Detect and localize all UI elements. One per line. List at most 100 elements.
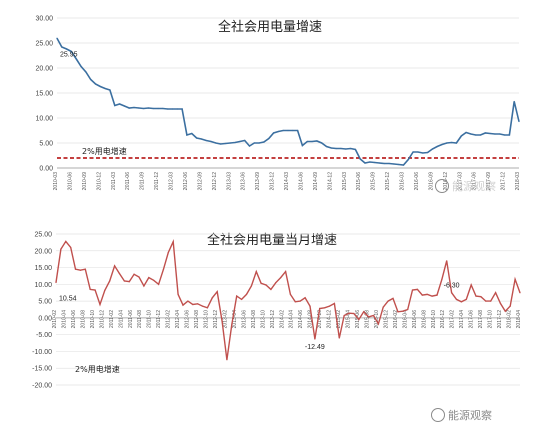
data-point [484,132,486,134]
data-point [224,142,227,145]
data-point [292,129,294,132]
data-point [109,280,111,282]
data-point [388,162,390,165]
data-point [282,129,284,132]
x-tick-label: 2016-10 [431,310,437,329]
data-point [277,130,279,133]
watermark-2: 能源观察 [431,408,492,422]
data-point [66,48,68,50]
data-point [167,251,169,254]
data-point [244,139,246,142]
data-point [436,294,438,296]
chart-panel-cumulative-growth: 全社会用电量增速 0.00 5.00 10.00 15.00 20.00 25.00 30.… [0,0,540,200]
x-tick-label: 2012-08 [194,310,200,329]
data-point [359,158,361,160]
x-tick-label: 2011-02 [109,310,115,328]
x-tick-label: 2010-04 [61,310,67,329]
data-point [90,78,92,81]
series-line-cumulative [56,37,520,166]
y-tick-label: 15.00 [35,91,53,98]
data-point [306,140,308,143]
data-point [123,280,125,282]
y-tick-label: 25.00 [34,232,52,239]
data-point [470,133,472,135]
data-point [422,152,424,154]
data-point [147,107,150,109]
x-tick-label: 2011-04 [118,310,124,328]
x-tick-label: 2016-04 [402,310,408,329]
x-tick-label: 2012-06 [185,310,191,329]
data-point [128,281,130,283]
data-point [465,298,467,301]
data-point [475,134,477,136]
data-point [143,285,145,287]
x-tick-label: 2015-03 [342,172,348,191]
x-tick-label: 2015-12 [385,172,391,191]
x-tick-label: 2016-02 [393,310,399,329]
data-point [311,140,313,143]
data-label: 25.95 [60,51,78,58]
x-tick-label: 2011-06 [128,310,134,328]
data-point [241,298,243,301]
data-point [378,162,381,164]
x-tick-label: 2013-06 [241,172,247,191]
y-tick-label: 10.00 [35,116,53,123]
data-point [162,107,164,110]
data-point [272,132,275,134]
data-point [407,158,409,161]
data-point [494,292,497,294]
x-tick-label: 2016-06 [414,172,420,191]
x-tick-label: 2010-12 [99,310,105,329]
data-point [417,151,419,153]
data-point [387,300,389,302]
data-point [74,268,77,270]
data-label: -12.49 [305,344,325,351]
x-tick-label: 2012-04 [175,310,181,329]
data-point [513,100,515,103]
x-tick-label: 2014-03 [284,172,290,191]
data-point [299,300,301,302]
data-point [157,283,160,285]
data-point [499,302,502,305]
data-point [114,265,116,267]
data-point [171,108,174,110]
x-tick-label: 2017-12 [501,172,507,191]
x-tick-label: 2015-02 [336,310,342,329]
data-point [253,142,255,144]
x-tick-label: 2017-08 [478,310,484,329]
x-tick-label: 2013-10 [260,310,266,329]
data-point [109,89,111,91]
x-tick-label: 2015-12 [383,310,389,329]
x-tick-label: 2014-12 [327,310,333,329]
x-tick-label: 2013-09 [255,172,261,191]
y-tick-label: 0.00 [38,315,52,322]
data-point [490,300,492,302]
cumulative-growth-chart: 全社会用电量增速 0.00 5.00 10.00 15.00 20.00 25.00 30.… [35,16,521,193]
data-point [392,297,394,300]
data-point [152,107,154,110]
x-tick-label: 2013-03 [226,172,232,191]
data-point [182,304,184,306]
data-point [319,307,321,310]
x-tick-label: 2013-08 [251,310,257,329]
x-tick-label: 2016-06 [412,310,418,329]
data-point [231,324,233,326]
data-point [441,278,443,280]
data-point [192,303,194,306]
data-point [353,312,355,315]
data-point [519,292,521,294]
data-point [280,277,282,279]
data-point [407,308,409,311]
data-point [270,288,272,290]
data-point [70,246,72,249]
x-tick-label: 2017-06 [472,172,478,191]
x-tick-label: 2011-12 [156,310,162,328]
data-point [383,162,385,165]
data-point [84,268,86,270]
data-point [316,140,318,142]
data-point [275,282,277,284]
y-tick-label: -10.00 [32,349,52,356]
data-point [118,272,121,275]
data-point [195,137,198,139]
x-tick-label: 2014-10 [317,310,323,329]
